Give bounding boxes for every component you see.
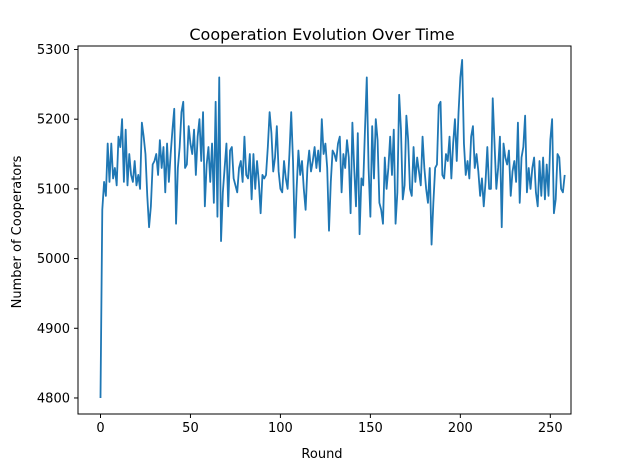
y-axis-ticks: 4800 4900 5000 5100 5200 5300 (37, 43, 78, 406)
plot-lines (99, 59, 566, 398)
x-tick-label: 250 (538, 421, 563, 436)
x-tick-label: 200 (448, 421, 473, 436)
x-tick-label: 50 (182, 421, 199, 436)
y-tick-label: 4800 (37, 391, 70, 406)
x-tick-label: 150 (358, 421, 383, 436)
series-line (99, 59, 566, 398)
y-tick-label: 5200 (37, 113, 70, 128)
plot-frame (77, 45, 572, 415)
x-axis-ticks: 0 50 100 150 200 250 (96, 414, 563, 436)
y-tick-label: 5300 (37, 43, 70, 58)
x-tick-label: 100 (268, 421, 293, 436)
y-tick-label: 5000 (37, 252, 70, 267)
x-tick-label: 0 (96, 421, 104, 436)
x-axis-label: Round (301, 447, 342, 462)
y-axis-label: Number of Cooperators (10, 155, 25, 308)
y-tick-label: 4900 (37, 322, 70, 337)
chart-title: Cooperation Evolution Over Time (189, 25, 454, 44)
y-tick-label: 5100 (37, 182, 70, 197)
